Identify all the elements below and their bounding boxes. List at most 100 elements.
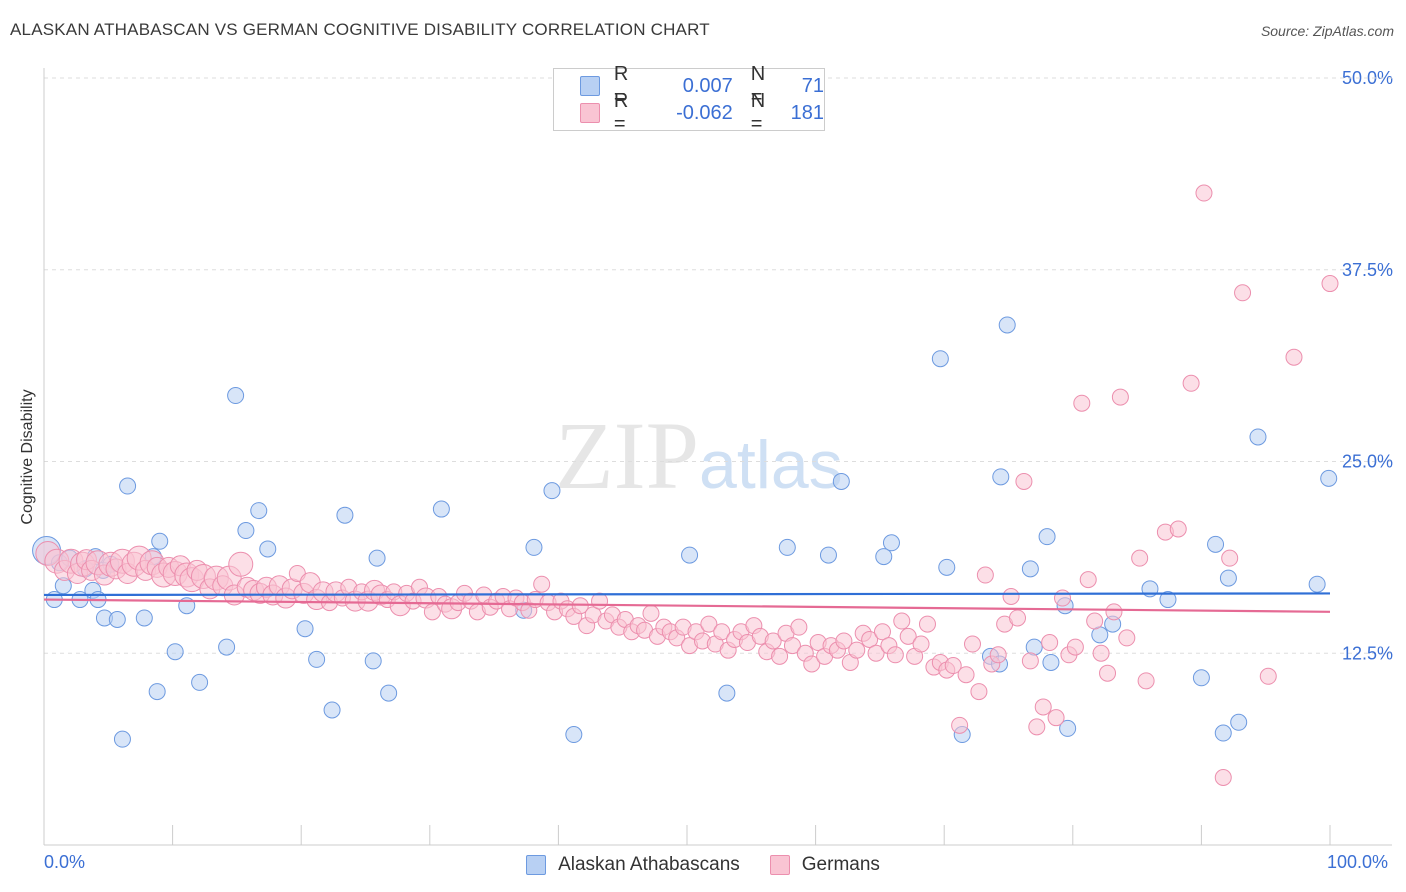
germans-point [1137,672,1155,690]
germans-point [1285,348,1303,366]
legend-row-athabascan: R = 0.007 N = 71 [580,63,824,108]
athabascan-point [218,638,236,656]
athabascan-point [525,538,543,556]
germans-trend-line [43,598,1331,613]
athabascan-point [1320,469,1338,487]
germans-point [1002,587,1020,605]
germans-point [1131,549,1149,567]
athabascan-point [543,482,561,500]
germans-point [1182,374,1200,392]
athabascan-point [380,684,398,702]
athabascan-point [1042,653,1060,671]
athabascan-point [931,350,949,368]
germans-point [591,592,609,610]
germans-point [912,635,930,653]
germans-point [989,646,1007,664]
athabascan-point [364,652,382,670]
athabascan-point [296,620,314,638]
legend-row-germans: R = -0.062 N = 181 [580,90,825,135]
athabascan-point [135,609,153,627]
series-label-germans: Germans [801,854,880,875]
athabascan-point [166,643,184,661]
y-tick-label: 25.0% [1342,452,1393,472]
series-legend-athabascan: Alaskan Athabascans [526,854,740,876]
germans-point [1259,667,1277,685]
germans-point [1009,609,1027,627]
athabascan-point [718,684,736,702]
legend-swatch-germans [580,103,600,123]
germans-point [803,655,821,673]
legend-r-label: R = [613,63,629,108]
series-legend: Alaskan Athabascans Germans [0,852,1406,878]
athabascan-point [113,730,131,748]
athabascan-point [432,500,450,518]
athabascan-point [875,548,893,566]
athabascan-point [237,522,255,540]
athabascan-point [1192,669,1210,687]
athabascan-point [151,532,169,550]
athabascan-point [1308,575,1326,593]
watermark-atlas: atlas [699,427,843,503]
germans-point [835,632,853,650]
germans-point [1118,629,1136,647]
athabascan-point [227,387,245,405]
athabascan-point [1021,560,1039,578]
germans-point [1066,638,1084,656]
y-tick-label: 12.5% [1342,643,1393,663]
athabascan-point [1230,713,1248,731]
germans-point [970,683,988,701]
athabascan-point [998,316,1016,334]
germans-point [1073,394,1091,412]
athabascan-point [832,472,850,490]
athabascan-point [992,468,1010,486]
germans-point [963,635,981,653]
germans-point [1028,718,1046,736]
athabascan-point [108,611,126,629]
germans-point [228,551,254,577]
y-axis-label: Cognitive Disability [19,389,36,525]
watermark-zip: ZIP [555,402,699,509]
series-legend-germans: Germans [769,854,880,876]
athabascan-point [259,540,277,558]
series-swatch-athabascan [526,855,547,875]
germans-point [1105,603,1123,621]
germans-point [899,627,917,645]
germans-point [1234,284,1252,302]
correlation-legend: R = 0.007 N = 71 R = -0.062 N = 181 [553,63,825,135]
series-label-athabascan: Alaskan Athabascans [558,854,740,875]
germans-point [1221,549,1239,567]
athabascan-point [1219,569,1237,587]
germans-point [1086,612,1104,630]
germans-point [1092,644,1110,662]
germans-point [848,641,866,659]
germans-point [1041,634,1059,652]
athabascan-point [250,502,268,520]
athabascan-trend-line [43,592,1331,597]
germans-point [1099,664,1117,682]
athabascan-point [1159,591,1177,609]
x-min-label: 0.0% [44,852,86,872]
athabascan-point [681,546,699,564]
germans-point [1015,472,1033,490]
athabascan-point [119,477,137,495]
athabascan-point [1207,535,1225,553]
germans-point [873,623,891,641]
athabascan-point [565,726,583,744]
legend-n-value: 181 [790,101,825,124]
germans-point [893,612,911,630]
athabascan-point [819,546,837,564]
germans-point [1054,589,1072,607]
athabascan-point [191,673,209,691]
germans-point [642,604,660,622]
germans-point [1021,652,1039,670]
germans-point [1169,520,1187,538]
germans-point [951,716,969,734]
athabascan-point [148,683,166,701]
athabascan-point [1038,528,1056,546]
athabascan-point [336,506,354,524]
y-tick-label: 37.5% [1342,260,1393,280]
legend-r-label: R = [613,90,629,135]
germans-point [533,575,551,593]
athabascan-point [778,538,796,556]
